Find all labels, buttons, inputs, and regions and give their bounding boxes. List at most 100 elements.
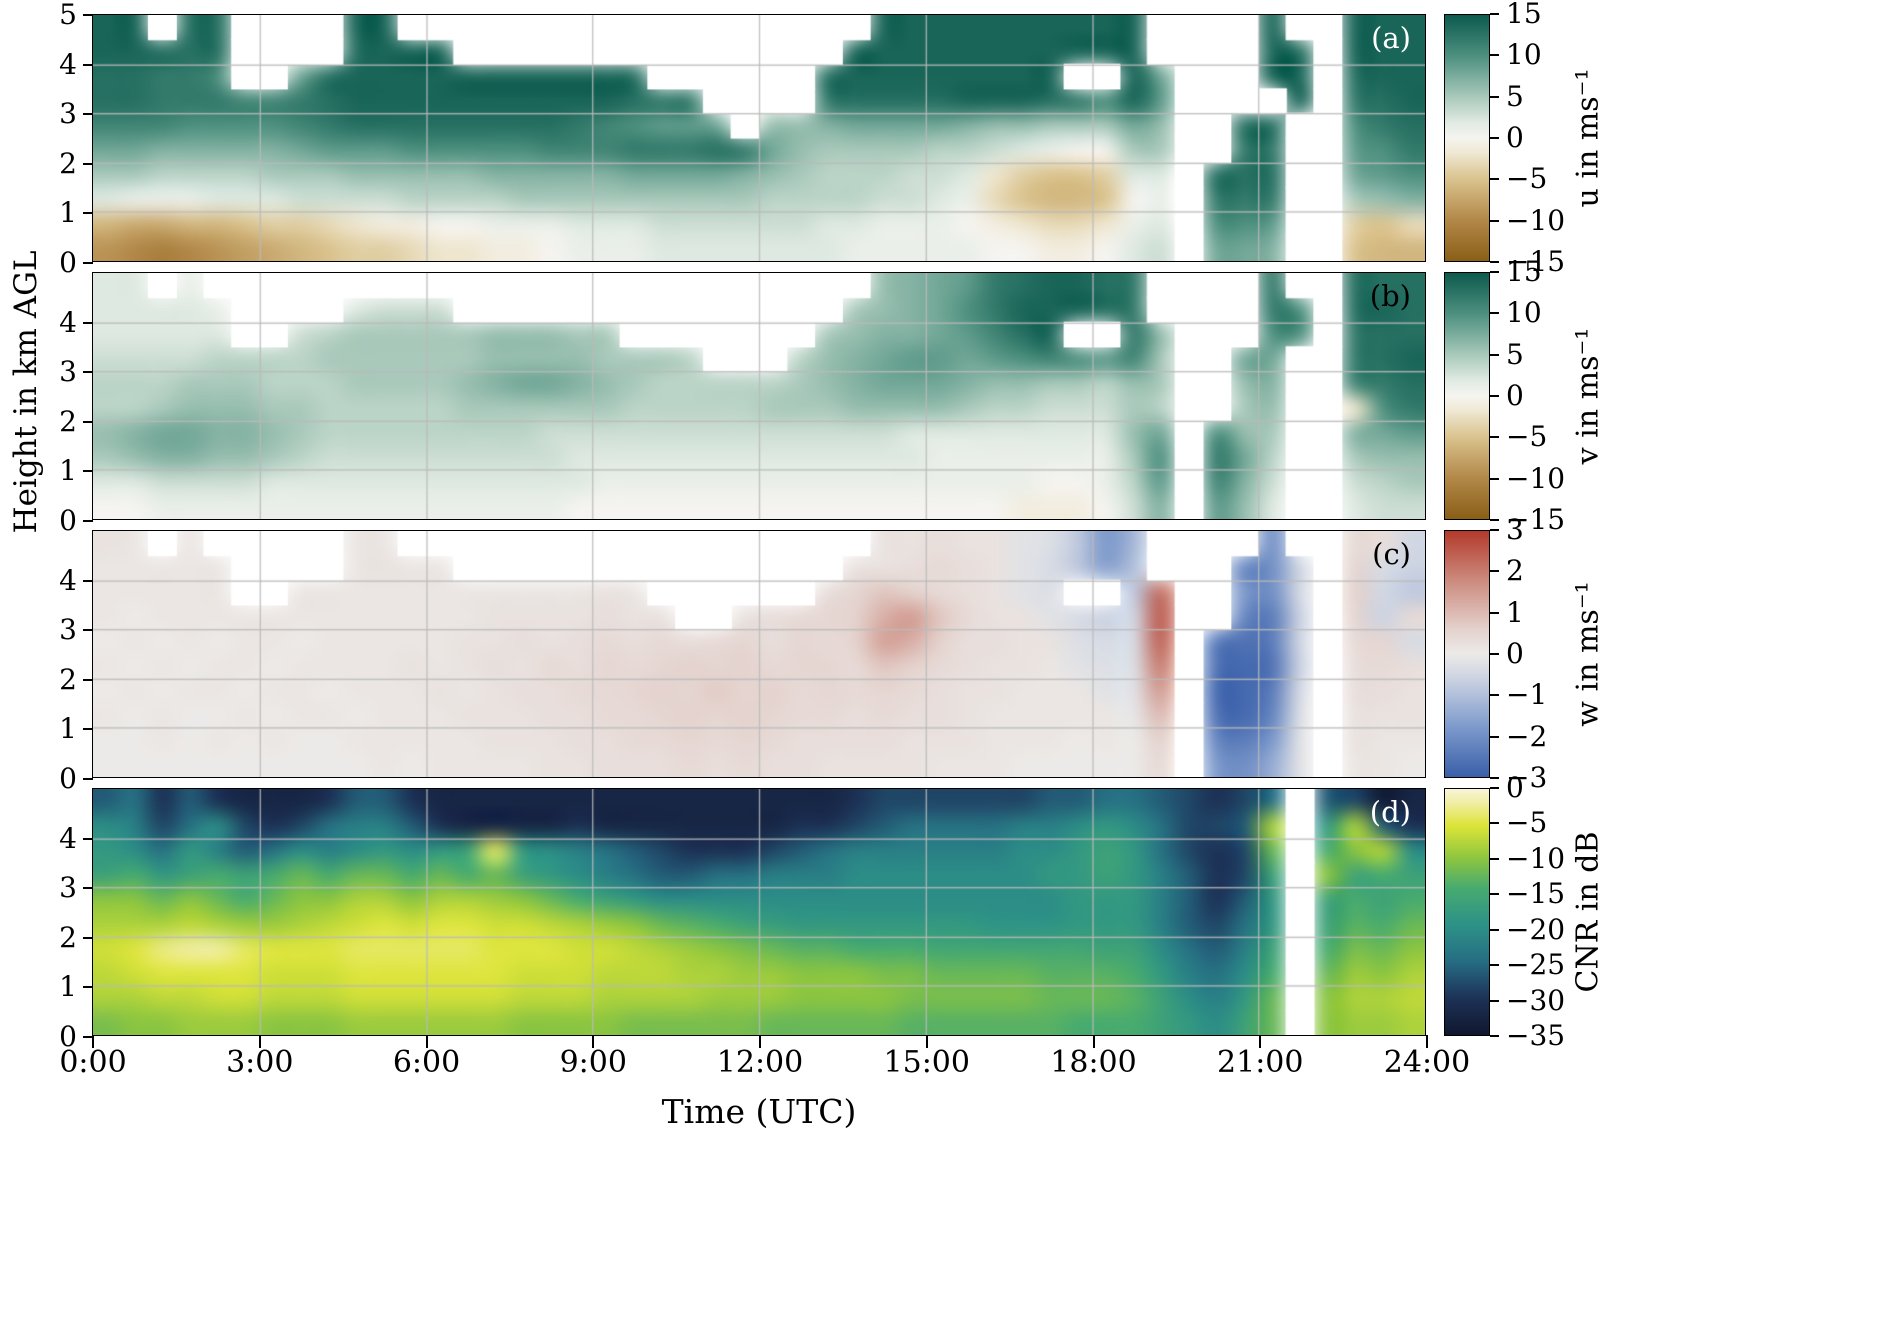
panel-a-letter: (a)	[1371, 21, 1411, 55]
panel-a-canvas	[93, 15, 1425, 261]
colorbar-tick-mark	[1490, 261, 1499, 263]
panel-a: (a) 0 1 2 3 4 5	[59, 0, 1426, 279]
y-tick-label: 3	[59, 355, 77, 389]
colorbar-tick-label: −1	[1506, 678, 1548, 712]
y-tick-label: 3	[59, 871, 77, 905]
x-tick-label: 6:00	[392, 1045, 461, 1080]
colorbar-tick-mark	[1490, 777, 1499, 779]
y-tick-label: 1	[59, 970, 77, 1004]
colorbar-tick-mark	[1490, 436, 1499, 439]
colorbar-tick-mark	[1490, 219, 1499, 222]
y-tick-label: 1	[59, 712, 77, 746]
y-axis-label: Height in km AGL	[8, 250, 44, 534]
y-tick-label: 4	[59, 563, 77, 597]
colorbar-tick-mark	[1490, 519, 1499, 521]
colorbar-tick-mark	[1490, 893, 1499, 896]
colorbar-tick-mark	[1490, 694, 1499, 697]
colorbar-tick-label: −15	[1506, 877, 1566, 911]
colorbar-tick-label: 1	[1506, 595, 1524, 629]
colorbar-tick-mark	[1490, 735, 1499, 738]
x-tick-label: 24:00	[1383, 1045, 1471, 1080]
y-tick-mark	[83, 113, 93, 116]
colorbar-tick-mark	[1490, 395, 1499, 397]
x-tick-mark	[592, 1035, 595, 1048]
colorbar-tick-mark	[1490, 312, 1499, 315]
y-tick-mark	[83, 678, 93, 681]
y-tick-mark	[83, 778, 93, 780]
colorbar-a-wrap: 15 10 5 0 −5 −10 −15	[1444, 0, 1565, 278]
colorbar-tick-label: 3	[1506, 513, 1524, 546]
colorbar-tick-label: −30	[1506, 983, 1566, 1017]
colorbar-tick-mark	[1490, 95, 1499, 98]
colorbar-tick-label: −10	[1506, 841, 1566, 875]
colorbar-tick-mark	[1490, 570, 1499, 573]
colorbar-tick-label: −2	[1506, 719, 1548, 753]
colorbar-tick-mark	[1490, 353, 1499, 356]
colorbar-d	[1444, 788, 1490, 1036]
y-tick-mark	[83, 63, 93, 66]
x-tick-label: 21:00	[1217, 1045, 1304, 1080]
colorbar-tick-mark	[1490, 178, 1499, 181]
colorbar-tick-label: −25	[1506, 948, 1566, 982]
y-tick-mark	[83, 321, 93, 324]
colorbar-tick-mark	[1490, 529, 1499, 531]
panel-c-letter: (c)	[1372, 537, 1411, 571]
colorbar-tick-mark	[1490, 653, 1499, 655]
panel-d-letter: (d)	[1369, 795, 1411, 829]
y-tick-mark	[83, 837, 93, 840]
y-tick-label: 2	[59, 662, 77, 696]
panel-d-canvas	[93, 789, 1425, 1035]
y-tick-mark	[83, 936, 93, 939]
y-tick-label: 0	[59, 504, 77, 537]
colorbar-tick-label: 5	[1506, 79, 1524, 113]
y-tick-label: 2	[59, 146, 77, 180]
colorbar-d-unit-label: CNR in dB	[1570, 831, 1606, 993]
colorbar-tick-mark	[1490, 271, 1499, 273]
colorbar-tick-mark	[1490, 822, 1499, 825]
y-tick-mark	[83, 14, 93, 16]
y-tick-mark	[83, 262, 93, 264]
x-tick-label: 9:00	[559, 1045, 627, 1080]
x-tick-label: 3:00	[226, 1045, 294, 1080]
colorbar-tick-label: 0	[1506, 121, 1524, 154]
x-tick-mark	[1426, 1035, 1428, 1048]
x-axis-label: Time (UTC)	[661, 1092, 857, 1131]
panel-b-canvas	[93, 273, 1425, 519]
y-tick-label: 3	[59, 613, 77, 647]
colorbar-tick-label: −5	[1506, 162, 1548, 196]
colorbar-tick-mark	[1490, 54, 1499, 57]
panel-b: (b) 0 1 2 3 4	[59, 272, 1426, 537]
colorbar-tick-label: −10	[1506, 461, 1566, 495]
colorbar-tick-label: 0	[1506, 771, 1524, 804]
colorbar-tick-label: −5	[1506, 806, 1548, 840]
panel-b-letter: (b)	[1369, 279, 1411, 313]
colorbar-c	[1444, 530, 1490, 778]
colorbar-tick-mark	[1490, 857, 1499, 860]
colorbar-tick-label: 5	[1506, 337, 1524, 371]
y-tick-mark	[83, 629, 93, 632]
x-tick-mark	[258, 1035, 261, 1048]
colorbar-tick-label: −35	[1506, 1019, 1566, 1052]
x-tick-mark	[92, 1035, 94, 1048]
x-tick-mark	[425, 1035, 428, 1048]
y-tick-mark	[83, 579, 93, 582]
colorbar-tick-label: 15	[1506, 0, 1542, 30]
y-tick-mark	[83, 1036, 93, 1038]
x-tick-mark	[925, 1035, 928, 1048]
colorbar-tick-mark	[1490, 611, 1499, 614]
y-tick-mark	[83, 887, 93, 890]
y-tick-label: 0	[59, 246, 77, 279]
colorbar-tick-mark	[1490, 964, 1499, 967]
y-tick-label: 4	[59, 47, 77, 81]
panel-c-canvas	[93, 531, 1425, 777]
y-tick-mark	[83, 470, 93, 473]
panel-c: (c) 0 1 2 3 4	[59, 530, 1426, 795]
y-tick-mark	[83, 162, 93, 165]
colorbar-tick-label: −15	[1506, 503, 1566, 536]
colorbar-tick-label: 10	[1506, 38, 1542, 72]
y-tick-label: 5	[59, 0, 77, 31]
y-tick-label: 4	[59, 305, 77, 339]
colorbar-tick-label: −20	[1506, 912, 1566, 946]
colorbar-tick-label: 2	[1506, 554, 1524, 588]
